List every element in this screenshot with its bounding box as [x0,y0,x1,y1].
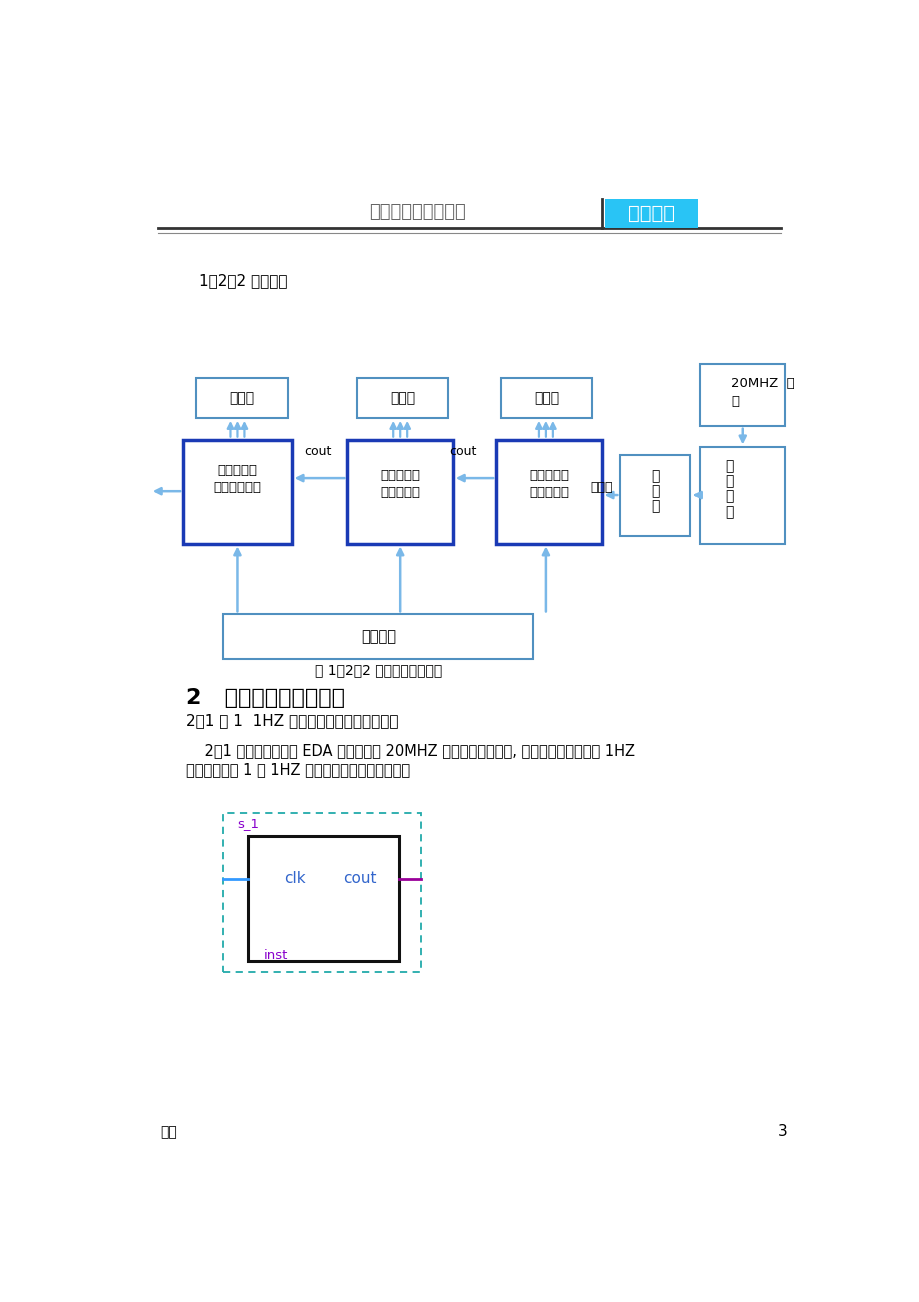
Bar [699,448,785,543]
Bar [183,440,291,543]
Bar [619,454,689,536]
Text: 校时电路: 校时电路 [360,629,395,644]
Text: 计数器（时）: 计数器（时） [213,480,261,493]
Text: 的秒脉冲。图 1 是 1HZ 秒脉冲的分频模块元件符号: 的秒脉冲。图 1 是 1HZ 秒脉冲的分频模块元件符号 [186,763,410,777]
Bar [223,812,421,973]
Bar [699,365,785,426]
Text: 显示器: 显示器 [229,391,255,405]
Text: 器: 器 [651,500,659,513]
Text: 入: 入 [725,474,733,488]
Text: 六十进制计: 六十进制计 [528,469,568,482]
Text: 1．2．2 设计框图: 1．2．2 设计框图 [199,273,287,289]
Text: 图 1．2．2 数字钟的原理框图: 图 1．2．2 数字钟的原理框图 [314,664,442,677]
Text: 2．1 输入的秒脉冲由 EDA 实训仪上的 20MHZ 晶振经过分频得到, 设计一个输出频率为 1HZ: 2．1 输入的秒脉冲由 EDA 实训仪上的 20MHZ 晶振经过分频得到, 设计… [186,743,635,758]
Text: 电: 电 [725,490,733,504]
Text: 输: 输 [725,458,733,473]
Text: 频: 频 [651,484,659,499]
Text: cout: cout [448,445,476,458]
Text: s_1: s_1 [237,816,259,829]
Text: 2．1 图 1  1HZ 秒脉冲的分频模块元件符号: 2．1 图 1 1HZ 秒脉冲的分频模块元件符号 [186,713,398,728]
Text: 综合: 综合 [160,1125,176,1139]
Text: inst: inst [264,949,288,962]
Text: 2   各个模块程序的设计: 2 各个模块程序的设计 [186,687,345,707]
Text: 振: 振 [731,395,738,408]
Text: 六十进制计: 六十进制计 [380,469,420,482]
Text: 显示器: 显示器 [534,391,559,405]
Text: 3: 3 [777,1125,787,1139]
Text: 数器（分）: 数器（分） [380,486,420,499]
Text: 秒脉冲: 秒脉冲 [589,480,612,493]
Bar [223,615,533,659]
Bar [501,378,592,418]
Text: cout: cout [304,445,332,458]
Bar [357,378,448,418]
Text: 路: 路 [725,505,733,519]
Text: 分: 分 [651,469,659,483]
Text: 数器（分）: 数器（分） [528,486,568,499]
Text: clk: clk [284,871,305,885]
Bar [495,440,601,543]
Bar [604,199,697,228]
Bar [347,440,452,543]
Text: 显示器: 显示器 [390,391,414,405]
Bar [196,378,288,418]
Text: 仅供参考: 仅供参考 [627,203,674,223]
Bar [248,836,399,961]
Text: 20MHZ  晶: 20MHZ 晶 [731,376,794,389]
Text: 页眉页脚可一键删除: 页眉页脚可一键删除 [369,203,465,221]
Text: cout: cout [344,871,377,885]
Text: 二十四进制: 二十四进制 [217,464,257,477]
